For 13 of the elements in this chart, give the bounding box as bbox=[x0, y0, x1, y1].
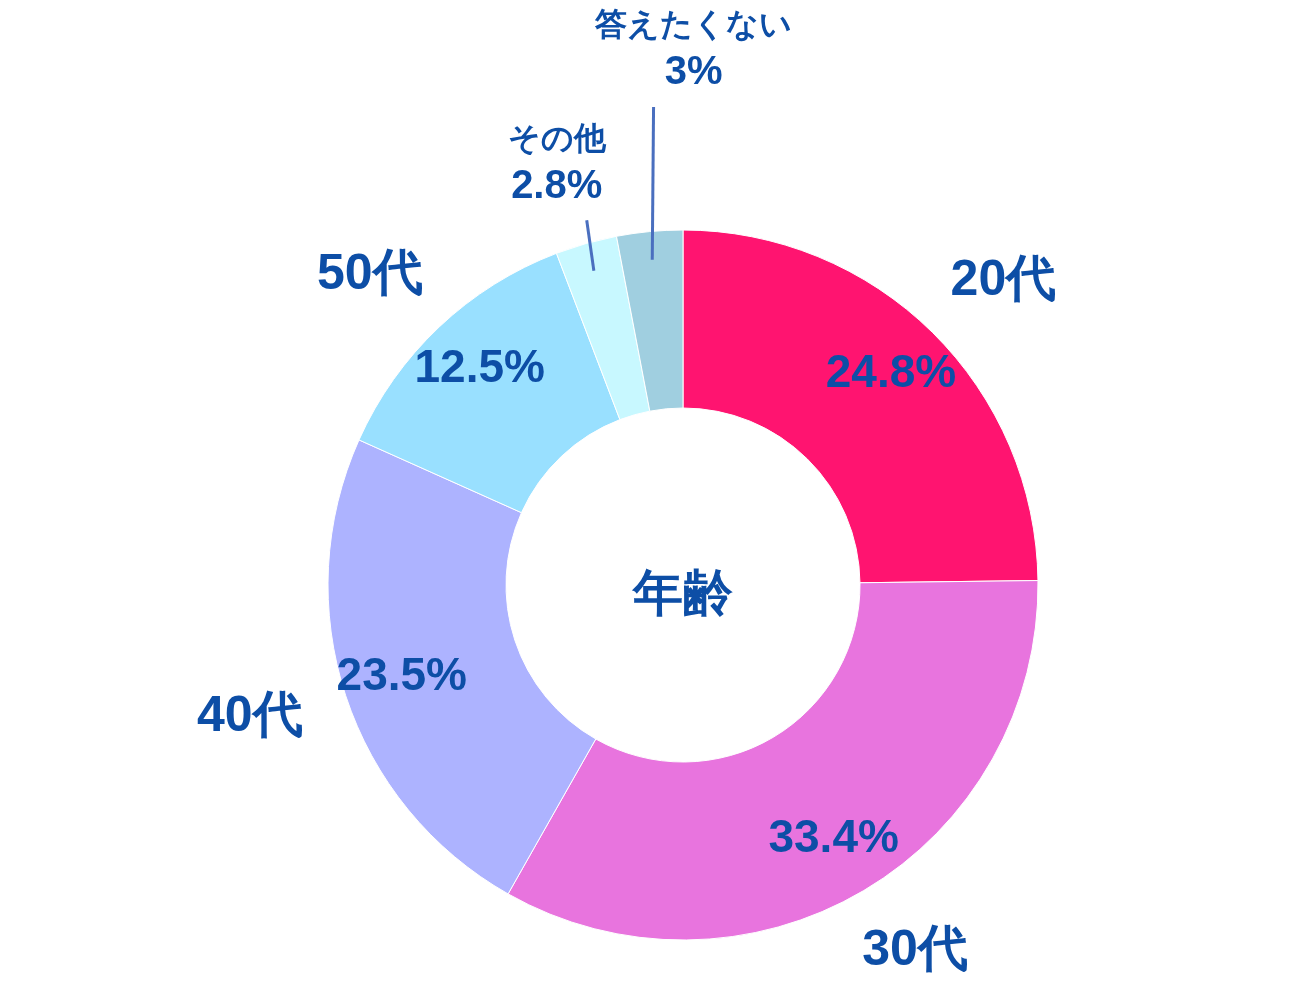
data-label: 3% bbox=[664, 48, 723, 93]
data-label: 2.8% bbox=[511, 161, 603, 206]
slice-label: 20代 bbox=[950, 250, 1057, 307]
slice-label: その他 bbox=[507, 119, 607, 156]
data-label: 33.4% bbox=[768, 809, 899, 862]
data-label: 12.5% bbox=[414, 340, 545, 393]
data-label: 23.5% bbox=[336, 647, 467, 700]
slice-label: 答えたくない bbox=[594, 6, 793, 43]
text: 年齢 bbox=[631, 565, 733, 622]
data-label: 24.8% bbox=[825, 344, 957, 397]
slice-label: 40代 bbox=[196, 686, 303, 743]
slice-label: 30代 bbox=[862, 919, 968, 976]
slice-label: 50代 bbox=[316, 243, 423, 300]
